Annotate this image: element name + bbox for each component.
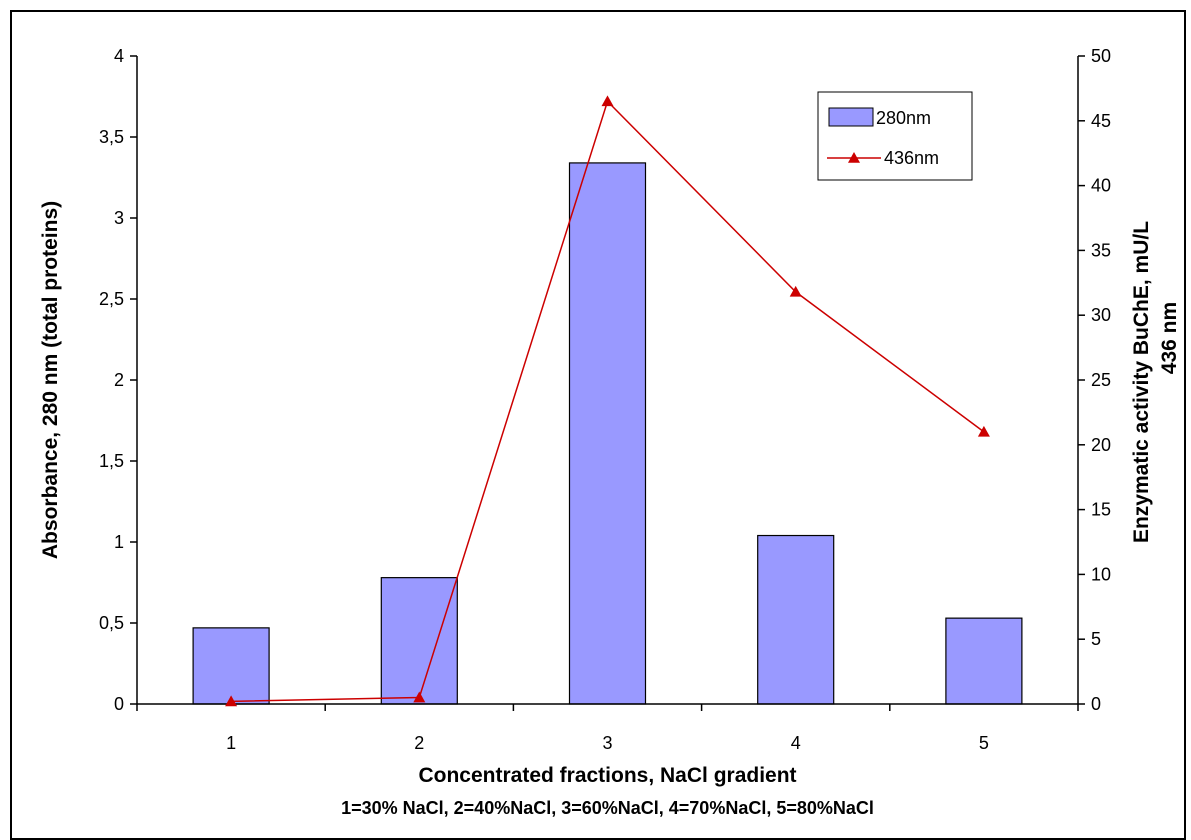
bar-5: [945, 617, 1023, 705]
x-axis-ticks: 1 2 3 4 5: [136, 704, 1079, 753]
legend: 280nm 436nm: [817, 91, 973, 181]
right-axis-title-unit: 436 nm: [1158, 302, 1181, 374]
bar-2: [380, 577, 458, 705]
right-tick-label: 5: [1091, 629, 1101, 649]
x-tick-label: 5: [979, 733, 989, 753]
right-tick-label: 50: [1091, 46, 1111, 66]
left-tick-label: 1,5: [99, 451, 124, 471]
left-tick-label: 2: [114, 370, 124, 390]
right-tick-label: 45: [1091, 111, 1111, 131]
right-tick-label: 40: [1091, 176, 1111, 196]
left-tick-label: 0: [114, 694, 124, 714]
x-tick-label: 4: [791, 733, 801, 753]
line-point-4: [789, 285, 802, 297]
line-point-5: [977, 425, 990, 437]
bar-1: [192, 627, 270, 705]
left-tick-label: 3: [114, 208, 124, 228]
right-axis-ticks: 0 5 10 15 20 25 30 35 40 45 50: [1078, 46, 1111, 714]
bar-3: [568, 162, 647, 705]
bar-4: [757, 534, 835, 705]
right-axis-title: Enzymatic activity BuChE, mU/L: [1130, 221, 1153, 543]
legend-label-436nm: 436nm: [884, 148, 939, 168]
line-point-1: [225, 695, 238, 707]
left-tick-label: 4: [114, 46, 124, 66]
x-axis-title: Concentrated fractions, NaCl gradient: [418, 764, 796, 787]
left-tick-label: 3,5: [99, 127, 124, 147]
x-axis-note: 1=30% NaCl, 2=40%NaCl, 3=60%NaCl, 4=70%N…: [341, 798, 874, 818]
legend-marker-436nm: [848, 152, 860, 163]
right-tick-label: 25: [1091, 370, 1111, 390]
right-tick-label: 10: [1091, 564, 1111, 584]
x-tick-label: 2: [414, 733, 424, 753]
x-tick-label: 3: [602, 733, 612, 753]
left-tick-label: 0,5: [99, 613, 124, 633]
left-axis-title: Absorbance, 280 nm (total proteins): [39, 201, 62, 559]
legend-box: [817, 91, 973, 181]
right-tick-label: 30: [1091, 305, 1111, 325]
left-axis-ticks: 0 0,5 1 1,5 2 2,5 3 3,5 4: [99, 46, 137, 714]
line-series-436nm: [225, 95, 990, 707]
line-point-2: [413, 691, 426, 703]
left-tick-label: 1: [114, 532, 124, 552]
legend-swatch-280nm: [828, 107, 874, 127]
x-tick-label: 1: [226, 733, 236, 753]
right-tick-label: 35: [1091, 240, 1111, 260]
legend-label-280nm: 280nm: [876, 108, 931, 128]
line-point-3: [601, 95, 614, 107]
right-tick-label: 15: [1091, 500, 1111, 520]
left-tick-label: 2,5: [99, 289, 124, 309]
right-tick-label: 20: [1091, 435, 1111, 455]
right-tick-label: 0: [1091, 694, 1101, 714]
bar-series-280nm: [192, 162, 1023, 705]
